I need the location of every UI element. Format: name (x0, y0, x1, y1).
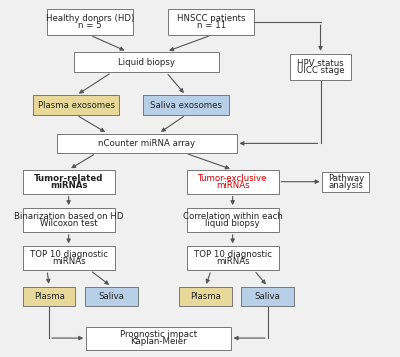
Text: Prognostic impact: Prognostic impact (120, 330, 197, 339)
Text: Correlation within each: Correlation within each (183, 212, 282, 221)
Text: n = 5: n = 5 (78, 21, 102, 30)
FancyBboxPatch shape (242, 287, 294, 306)
FancyBboxPatch shape (290, 54, 351, 80)
FancyBboxPatch shape (23, 287, 76, 306)
Text: Tumor-exclusive: Tumor-exclusive (198, 174, 267, 183)
FancyBboxPatch shape (322, 172, 369, 192)
Text: Saliva: Saliva (255, 292, 281, 301)
FancyBboxPatch shape (187, 208, 278, 232)
Text: Tumor-related: Tumor-related (34, 174, 103, 183)
Text: miRNAs: miRNAs (216, 257, 250, 266)
Text: Plasma exosomes: Plasma exosomes (38, 101, 115, 110)
Text: miRNAs: miRNAs (216, 181, 250, 190)
FancyBboxPatch shape (23, 208, 114, 232)
FancyBboxPatch shape (168, 9, 254, 35)
Text: liquid biopsy: liquid biopsy (205, 219, 260, 228)
Text: Saliva: Saliva (99, 292, 124, 301)
Text: n = 11: n = 11 (196, 21, 226, 30)
Text: TOP 10 diagnostic: TOP 10 diagnostic (30, 250, 108, 259)
Text: nCounter miRNA array: nCounter miRNA array (98, 139, 195, 148)
FancyBboxPatch shape (57, 134, 236, 153)
FancyBboxPatch shape (23, 246, 114, 270)
Text: TOP 10 diagnostic: TOP 10 diagnostic (194, 250, 272, 259)
FancyBboxPatch shape (86, 327, 231, 350)
Text: Liquid biopsy: Liquid biopsy (118, 57, 175, 66)
FancyBboxPatch shape (74, 52, 219, 72)
FancyBboxPatch shape (34, 95, 119, 115)
Text: Binarization based on HD: Binarization based on HD (14, 212, 123, 221)
Text: HPV status: HPV status (297, 59, 344, 68)
FancyBboxPatch shape (143, 95, 229, 115)
Text: HNSCC patients: HNSCC patients (177, 14, 246, 23)
Text: Healthy donors (HD): Healthy donors (HD) (46, 14, 134, 23)
FancyBboxPatch shape (47, 9, 133, 35)
FancyBboxPatch shape (187, 246, 278, 270)
Text: Wilcoxon test: Wilcoxon test (40, 219, 98, 228)
Text: UICC stage: UICC stage (297, 66, 344, 75)
FancyBboxPatch shape (179, 287, 232, 306)
Text: miRNAs: miRNAs (52, 257, 86, 266)
FancyBboxPatch shape (23, 170, 114, 193)
Text: Pathway: Pathway (328, 174, 364, 183)
FancyBboxPatch shape (187, 170, 278, 193)
Text: Plasma: Plasma (34, 292, 64, 301)
FancyBboxPatch shape (85, 287, 138, 306)
Text: Saliva exosomes: Saliva exosomes (150, 101, 222, 110)
Text: Plasma: Plasma (190, 292, 221, 301)
Text: miRNAs: miRNAs (50, 181, 87, 190)
Text: Kaplan-Meier: Kaplan-Meier (130, 337, 187, 346)
Text: analysis: analysis (328, 181, 363, 190)
